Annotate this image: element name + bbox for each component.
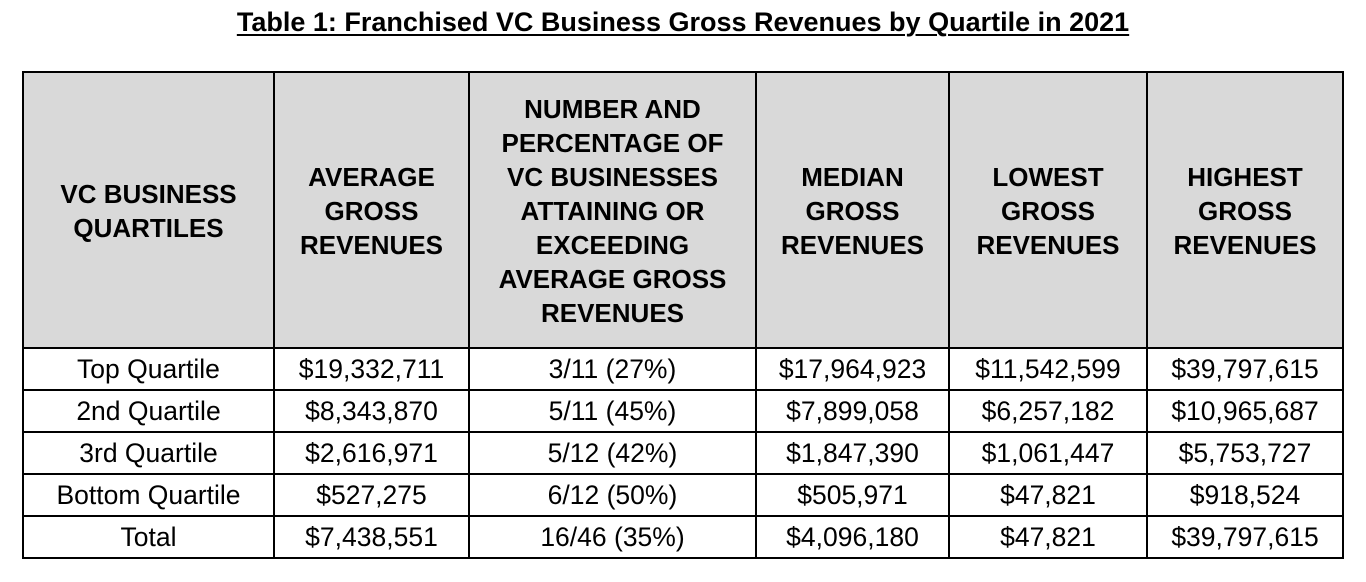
cell-lowest: $11,542,599 bbox=[948, 347, 1148, 391]
table-row-2nd-quartile: 2nd Quartile $8,343,870 5/11 (45%) $7,89… bbox=[22, 389, 1344, 433]
cell-number-percentage: 16/46 (35%) bbox=[468, 515, 757, 559]
cell-average: $2,616,971 bbox=[273, 431, 470, 475]
cell-quartile: Total bbox=[22, 515, 275, 559]
cell-median: $505,971 bbox=[755, 473, 950, 517]
cell-average: $8,343,870 bbox=[273, 389, 470, 433]
header-row: VC BUSINESS QUARTILES AVERAGE GROSS REVE… bbox=[22, 71, 1344, 349]
cell-median: $17,964,923 bbox=[755, 347, 950, 391]
cell-highest: $10,965,687 bbox=[1146, 389, 1344, 433]
header-number-percentage-attaining: NUMBER AND PERCENTAGE OF VC BUSINESSES A… bbox=[468, 71, 757, 349]
table-row-3rd-quartile: 3rd Quartile $2,616,971 5/12 (42%) $1,84… bbox=[22, 431, 1344, 475]
cell-median: $7,899,058 bbox=[755, 389, 950, 433]
cell-highest: $918,524 bbox=[1146, 473, 1344, 517]
header-median-gross-revenues: MEDIAN GROSS REVENUES bbox=[755, 71, 950, 349]
cell-quartile: Top Quartile bbox=[22, 347, 275, 391]
cell-lowest: $47,821 bbox=[948, 515, 1148, 559]
table-row-top-quartile: Top Quartile $19,332,711 3/11 (27%) $17,… bbox=[22, 347, 1344, 391]
revenue-table: VC BUSINESS QUARTILES AVERAGE GROSS REVE… bbox=[22, 71, 1344, 559]
cell-highest: $39,797,615 bbox=[1146, 347, 1344, 391]
table-row-total: Total $7,438,551 16/46 (35%) $4,096,180 … bbox=[22, 515, 1344, 559]
header-average-gross-revenues: AVERAGE GROSS REVENUES bbox=[273, 71, 470, 349]
cell-number-percentage: 5/11 (45%) bbox=[468, 389, 757, 433]
cell-highest: $5,753,727 bbox=[1146, 431, 1344, 475]
cell-lowest: $47,821 bbox=[948, 473, 1148, 517]
cell-quartile: 2nd Quartile bbox=[22, 389, 275, 433]
cell-number-percentage: 5/12 (42%) bbox=[468, 431, 757, 475]
cell-median: $1,847,390 bbox=[755, 431, 950, 475]
cell-quartile: 3rd Quartile bbox=[22, 431, 275, 475]
cell-average: $7,438,551 bbox=[273, 515, 470, 559]
header-vc-business-quartiles: VC BUSINESS QUARTILES bbox=[22, 71, 275, 349]
cell-number-percentage: 6/12 (50%) bbox=[468, 473, 757, 517]
cell-lowest: $1,061,447 bbox=[948, 431, 1148, 475]
cell-average: $527,275 bbox=[273, 473, 470, 517]
table-row-bottom-quartile: Bottom Quartile $527,275 6/12 (50%) $505… bbox=[22, 473, 1344, 517]
cell-highest: $39,797,615 bbox=[1146, 515, 1344, 559]
table-title: Table 1: Franchised VC Business Gross Re… bbox=[236, 7, 1130, 37]
header-lowest-gross-revenues: LOWEST GROSS REVENUES bbox=[948, 71, 1148, 349]
cell-number-percentage: 3/11 (27%) bbox=[468, 347, 757, 391]
header-highest-gross-revenues: HIGHEST GROSS REVENUES bbox=[1146, 71, 1344, 349]
cell-lowest: $6,257,182 bbox=[948, 389, 1148, 433]
cell-quartile: Bottom Quartile bbox=[22, 473, 275, 517]
cell-average: $19,332,711 bbox=[273, 347, 470, 391]
cell-median: $4,096,180 bbox=[755, 515, 950, 559]
